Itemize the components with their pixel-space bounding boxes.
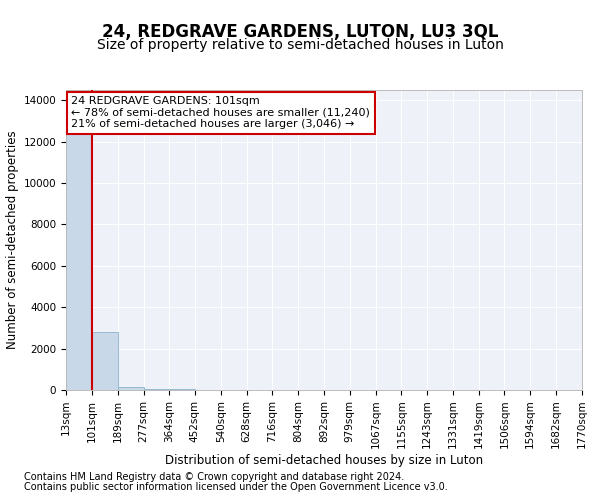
Text: Contains HM Land Registry data © Crown copyright and database right 2024.: Contains HM Land Registry data © Crown c… <box>24 472 404 482</box>
Bar <box>118 387 143 390</box>
Text: Contains public sector information licensed under the Open Government Licence v3: Contains public sector information licen… <box>24 482 448 492</box>
Text: Size of property relative to semi-detached houses in Luton: Size of property relative to semi-detach… <box>97 38 503 52</box>
X-axis label: Distribution of semi-detached houses by size in Luton: Distribution of semi-detached houses by … <box>165 454 483 467</box>
Text: 24, REDGRAVE GARDENS, LUTON, LU3 3QL: 24, REDGRAVE GARDENS, LUTON, LU3 3QL <box>102 22 498 40</box>
Bar <box>143 389 169 390</box>
Bar <box>92 332 118 390</box>
Bar <box>66 110 92 390</box>
Y-axis label: Number of semi-detached properties: Number of semi-detached properties <box>7 130 19 350</box>
Text: 24 REDGRAVE GARDENS: 101sqm
← 78% of semi-detached houses are smaller (11,240)
2: 24 REDGRAVE GARDENS: 101sqm ← 78% of sem… <box>71 96 370 130</box>
